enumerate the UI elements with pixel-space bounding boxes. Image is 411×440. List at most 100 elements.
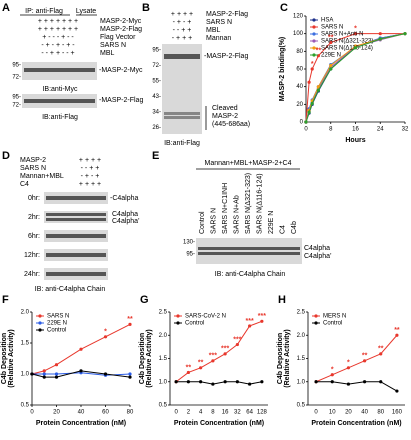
marker: 72- xyxy=(12,75,21,81)
ib-label: IB:anti-Myc xyxy=(42,86,78,93)
legend-marker xyxy=(38,321,42,325)
row-label: C4 xyxy=(20,181,29,188)
legend-marker xyxy=(312,18,316,22)
band xyxy=(46,218,106,221)
y-axis-label: C4b Deposition xyxy=(277,333,284,384)
data-point xyxy=(353,46,358,50)
time-label: 6hr: xyxy=(28,233,40,240)
band xyxy=(46,196,106,200)
band xyxy=(164,116,200,119)
x-tick-label: 160 xyxy=(392,410,403,416)
data-point xyxy=(362,359,367,363)
band-label: C4alpha xyxy=(112,211,138,218)
data-point xyxy=(248,324,252,328)
legend-marker xyxy=(38,314,42,318)
x-tick-label: 8 xyxy=(329,127,333,133)
y-tick-label: 0.5 xyxy=(297,403,306,409)
data-point xyxy=(79,369,83,373)
data-point xyxy=(346,382,351,386)
panel-label: G xyxy=(140,294,149,306)
y-tick-label: 1.0 xyxy=(21,372,30,378)
legend-marker xyxy=(314,314,318,318)
legend-label: HSA xyxy=(321,18,333,24)
data-point xyxy=(314,380,318,384)
x-tick-label: 64 xyxy=(246,410,253,416)
marker: 95- xyxy=(152,48,161,54)
marker: 34- xyxy=(152,110,161,116)
legend-marker xyxy=(38,328,42,332)
x-tick-label: 0 xyxy=(314,410,318,416)
ib-label: IB:anti-Flag xyxy=(42,114,78,121)
data-point xyxy=(42,375,46,379)
x-tick-label: 128 xyxy=(257,410,268,416)
band xyxy=(164,54,200,59)
legend-label: Control xyxy=(323,321,342,327)
data-point xyxy=(223,352,227,356)
data-point xyxy=(353,32,358,36)
row-label: SARS N xyxy=(20,165,46,172)
significance: ** xyxy=(316,48,322,55)
band-label: C4alpha xyxy=(304,245,330,252)
marker: 55- xyxy=(152,79,161,85)
row-label: Mannan+MBL xyxy=(20,173,64,180)
data-point xyxy=(310,67,314,71)
data-point xyxy=(235,342,239,347)
lane-label: C4 xyxy=(279,225,286,234)
x-tick-label: 8 xyxy=(211,410,215,416)
data-point xyxy=(54,375,59,379)
data-point xyxy=(304,120,308,124)
header: IP: anti-Flag xyxy=(25,8,63,15)
band-label: C4alpha' xyxy=(304,253,331,260)
legend-label: SARS-CoV-2 N xyxy=(185,314,226,320)
sign-row: + + + + xyxy=(171,11,193,18)
y-tick-label: 40 xyxy=(296,84,303,90)
y-tick-label: 2.5 xyxy=(297,310,306,316)
row-label: MASP-2-Myc xyxy=(100,18,142,25)
series-line xyxy=(31,370,131,378)
lane-label: SARS N+Ab xyxy=(233,195,240,234)
legend-label: SARS N(Δ321-323) xyxy=(321,39,373,45)
series-line xyxy=(175,320,263,383)
significance: ** xyxy=(198,360,204,367)
data-point xyxy=(186,380,190,384)
lane-label: SARS N(Δ321-323) xyxy=(245,173,252,234)
x-tick-label: 10 xyxy=(329,410,336,416)
series-line xyxy=(315,334,398,383)
x-tick-label: 16 xyxy=(222,410,229,416)
sign-row: - - + + xyxy=(173,27,192,34)
marker: 72- xyxy=(152,63,161,69)
x-tick-label: 2 xyxy=(187,410,191,416)
data-point xyxy=(329,40,333,45)
significance: ** xyxy=(127,316,133,323)
row-label: MBL xyxy=(100,50,115,57)
legend-label: SARS N(Δ116-124) xyxy=(321,46,373,52)
y-tick-label: 1.5 xyxy=(159,356,168,362)
header: Lysate xyxy=(76,8,96,15)
row-label: Flag Vector xyxy=(100,34,136,41)
y-tick-label: 2.0 xyxy=(159,333,168,339)
series-line xyxy=(316,381,398,392)
x-tick-label: 20 xyxy=(345,410,352,416)
band-label: -C4alpha xyxy=(110,195,139,202)
sign-row: + + + + + + + xyxy=(38,18,78,25)
panel-label: D xyxy=(2,150,10,162)
y-tick-label: 80 xyxy=(296,49,303,55)
data-point xyxy=(403,32,407,36)
legend-label: 229E N xyxy=(321,53,341,59)
marker: 95- xyxy=(186,252,195,258)
data-point xyxy=(54,372,59,376)
data-point xyxy=(307,80,311,84)
y-axis-label: C4b Deposition xyxy=(1,333,8,384)
ib-label: IB:anti-Flag xyxy=(164,140,200,147)
marker: 95- xyxy=(12,95,21,101)
x-tick-label: 80 xyxy=(377,410,384,416)
legend-marker xyxy=(312,39,316,43)
x-tick-label: 4 xyxy=(199,410,203,416)
band xyxy=(46,272,106,276)
x-tick-label: 0 xyxy=(174,410,178,416)
y-tick-label: 60 xyxy=(296,67,303,73)
gel xyxy=(196,238,302,264)
legend-marker xyxy=(312,53,316,57)
data-point xyxy=(128,375,132,379)
y-tick-label: 0.5 xyxy=(21,403,30,409)
